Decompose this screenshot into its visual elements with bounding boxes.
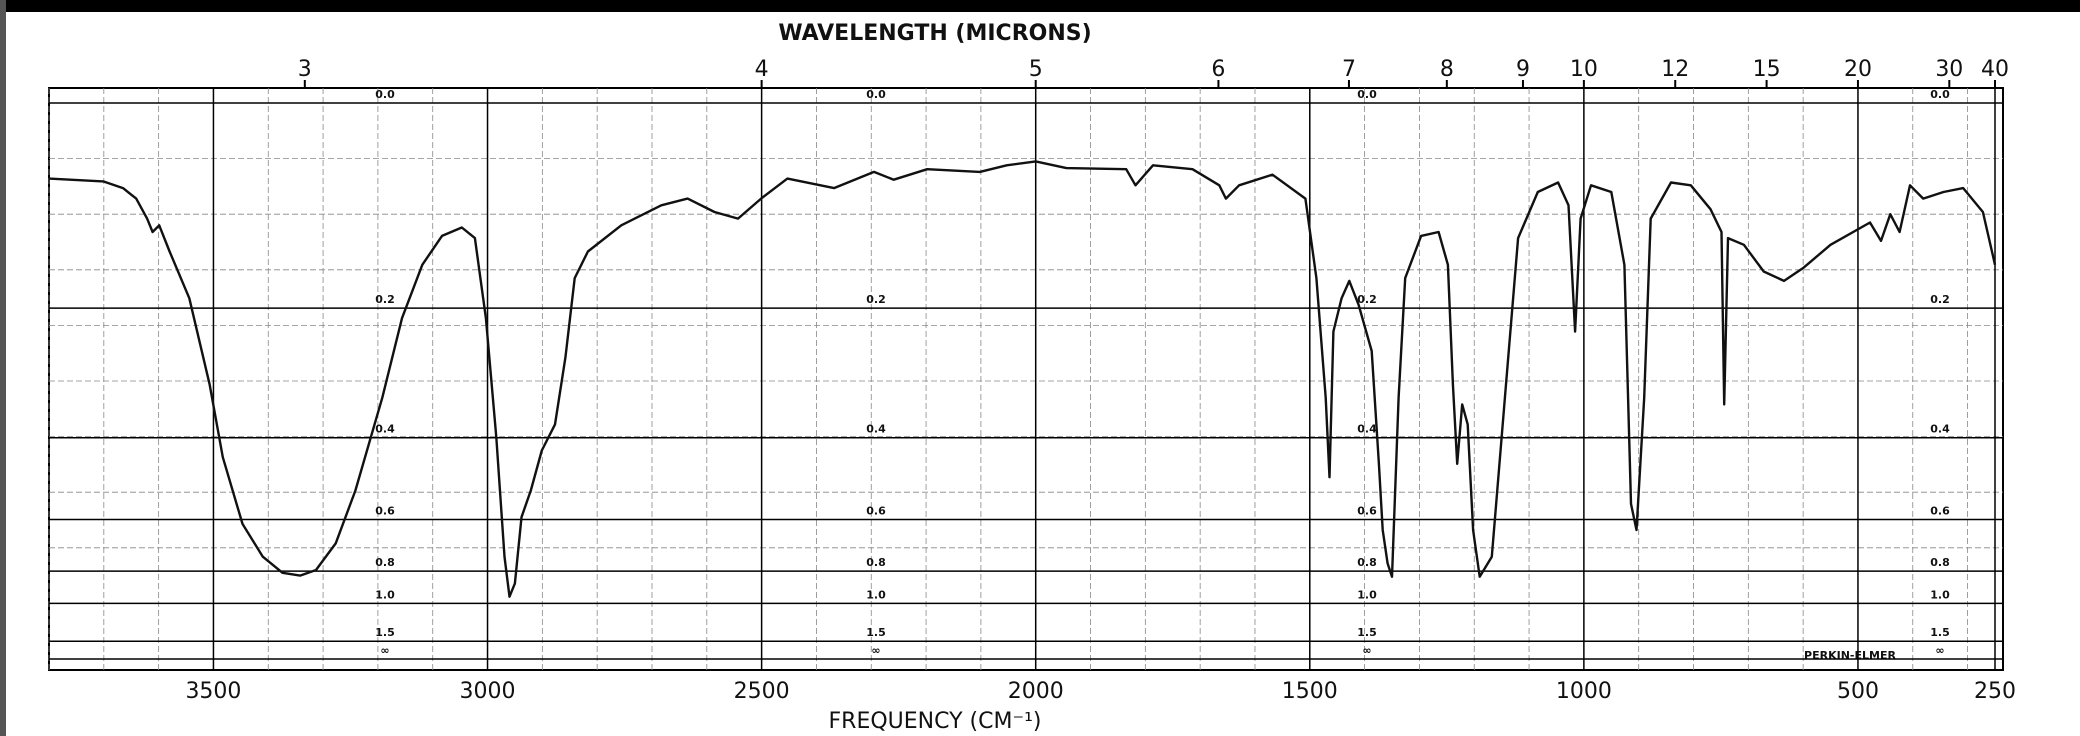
y-tick-label: 0.6 — [375, 504, 395, 517]
y-tick-label: ∞ — [1362, 644, 1371, 657]
y-tick-label: 1.0 — [1357, 588, 1377, 601]
x2-tick-label: 15 — [1753, 57, 1781, 82]
x-tick-label: 2500 — [734, 679, 790, 704]
x2-tick-label: 3 — [298, 57, 312, 82]
y-tick-label: 1.0 — [1930, 588, 1950, 601]
y-tick-label: 0.2 — [1357, 293, 1377, 306]
y-tick-label: 1.5 — [375, 626, 395, 639]
y-tick-label: 0.0 — [1930, 88, 1950, 101]
y-tick-label: 1.5 — [866, 626, 886, 639]
top-border — [0, 0, 2080, 12]
chart-title: WAVELENGTH (MICRONS) — [778, 21, 1091, 46]
y-tick-label: 0.8 — [866, 556, 886, 569]
x2-tick-label: 5 — [1029, 57, 1043, 82]
y-tick-label: 0.8 — [375, 556, 395, 569]
y-tick-label: 0.2 — [375, 293, 395, 306]
y-tick-label: 0.4 — [866, 423, 886, 436]
y-tick-label: 0.2 — [866, 293, 886, 306]
x2-tick-label: 9 — [1516, 57, 1530, 82]
spectrum-line — [48, 160, 1997, 598]
x2-tick-label: 20 — [1844, 57, 1872, 82]
y-tick-label: 0.4 — [1930, 423, 1950, 436]
y-tick-label: 1.0 — [866, 588, 886, 601]
y-tick-label: 0.6 — [1357, 504, 1377, 517]
y-tick-label: 0.6 — [1930, 504, 1950, 517]
y-tick-label: 0.4 — [375, 423, 395, 436]
y-tick-label: 0.0 — [1357, 88, 1377, 101]
x-tick-label: 1500 — [1282, 679, 1338, 704]
x2-tick-label: 6 — [1211, 57, 1225, 82]
x2-tick-label: 12 — [1661, 57, 1689, 82]
plot-frame — [48, 87, 2004, 671]
y-tick-label: 1.5 — [1930, 626, 1950, 639]
x2-tick-label: 30 — [1935, 57, 1963, 82]
y-tick-label: 0.0 — [375, 88, 395, 101]
x-tick-label: 3500 — [185, 679, 241, 704]
left-margin — [0, 0, 6, 736]
x-tick-label: 500 — [1837, 679, 1879, 704]
x2-tick-label: 10 — [1570, 57, 1598, 82]
y-tick-label: 0.8 — [1357, 556, 1377, 569]
y-tick-label: ∞ — [1935, 644, 1944, 657]
x2-tick-label: 7 — [1342, 57, 1356, 82]
y-tick-label: 1.0 — [375, 588, 395, 601]
x-tick-label: 2000 — [1008, 679, 1064, 704]
y-tick-label: 0.8 — [1930, 556, 1950, 569]
x-tick-label: 1000 — [1556, 679, 1612, 704]
x-axis-label: FREQUENCY (CM⁻¹) — [829, 709, 1042, 734]
x2-tick-label: 40 — [1981, 57, 2009, 82]
x2-tick-label: 4 — [755, 57, 769, 82]
y-tick-label: 0.6 — [866, 504, 886, 517]
y-tick-label: 0.2 — [1930, 293, 1950, 306]
x-tick-label: 3000 — [460, 679, 516, 704]
y-tick-label: 1.5 — [1357, 626, 1377, 639]
y-tick-label: 0.4 — [1357, 423, 1377, 436]
x-tick-label: 250 — [1974, 679, 2016, 704]
brand: PERKIN-ELMER — [1804, 649, 1896, 662]
x2-tick-label: 8 — [1440, 57, 1454, 82]
y-tick-label: 0.0 — [866, 88, 886, 101]
y-tick-label: ∞ — [380, 644, 389, 657]
y-tick-label: ∞ — [871, 644, 880, 657]
